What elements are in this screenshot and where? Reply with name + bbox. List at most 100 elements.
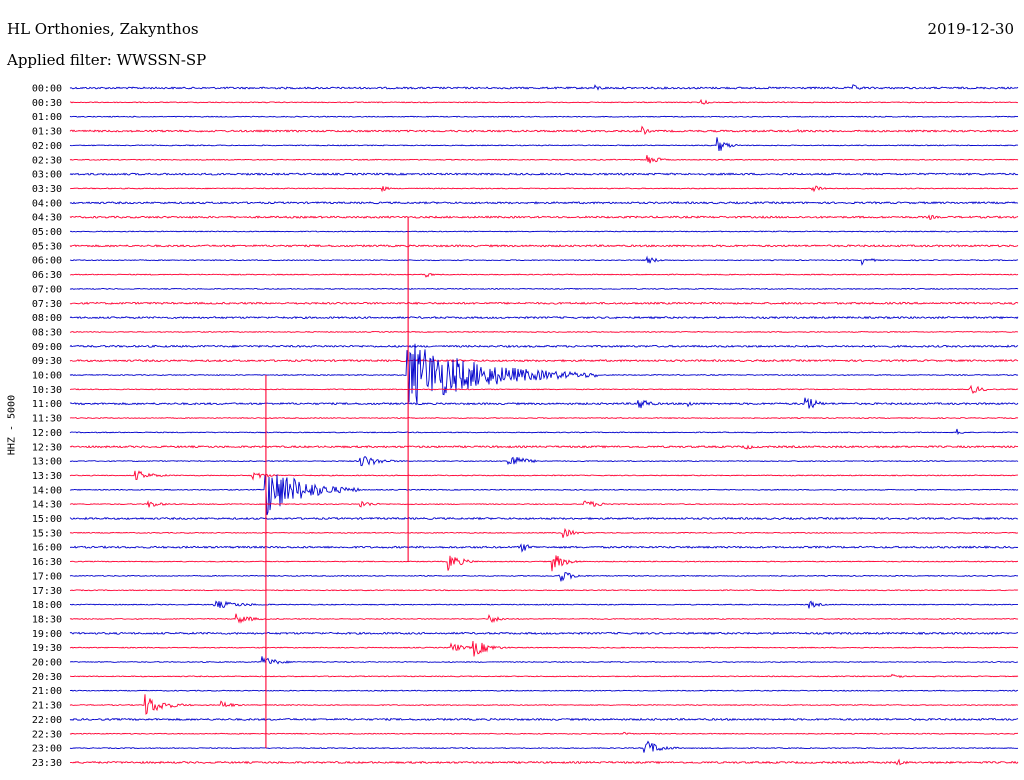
row-time-label: 06:00 (32, 256, 62, 267)
trace-line (69, 272, 1019, 278)
row-time-label: 21:30 (32, 701, 62, 712)
trace-line (69, 343, 1019, 405)
trace-line (69, 358, 1019, 363)
trace-line (69, 444, 1019, 450)
row-time-label: 15:30 (32, 528, 62, 539)
row-time-label: 23:00 (32, 744, 62, 755)
row-time-label: 13:30 (32, 471, 62, 482)
row-time-label: 15:00 (32, 514, 62, 525)
station-title: HL Orthonies, Zakynthos (7, 20, 199, 38)
row-time-label: 16:00 (32, 543, 62, 554)
trace-line (69, 572, 1019, 582)
row-time-label: 00:30 (32, 98, 62, 109)
trace-line (69, 613, 1019, 624)
trace-line (69, 384, 1019, 395)
row-time-label: 02:30 (32, 155, 62, 166)
row-time-label: 12:30 (32, 442, 62, 453)
row-time-label: 11:30 (32, 414, 62, 425)
trace-line (69, 201, 1019, 205)
row-time-label: 17:00 (32, 571, 62, 582)
trace-line (69, 474, 1019, 516)
row-time-label: 07:00 (32, 284, 62, 295)
row-time-label: 20:00 (32, 658, 62, 669)
row-time-label: 10:00 (32, 371, 62, 382)
trace-line (69, 344, 1019, 349)
row-time-label: 18:30 (32, 614, 62, 625)
row-time-label: 23:30 (32, 758, 62, 769)
trace-line (69, 287, 1019, 290)
trace-line (69, 499, 1019, 508)
trace-group (69, 84, 1019, 766)
row-time-label: 18:00 (32, 600, 62, 611)
tick-label-group: 00:00 00:30 01:00 01:30 02:00 02:30 03:00 03:30… (32, 84, 62, 769)
trace-line (69, 640, 1019, 657)
row-time-label: 17:30 (32, 586, 62, 597)
row-time-label: 12:00 (32, 428, 62, 439)
trace-line (69, 214, 1019, 220)
row-time-label: 19:30 (32, 643, 62, 654)
row-time-label: 22:30 (32, 729, 62, 740)
trace-line (69, 155, 1019, 164)
filter-label: Applied filter: WWSSN-SP (7, 51, 207, 69)
trace-line (69, 543, 1019, 553)
row-time-label: 21:00 (32, 686, 62, 697)
trace-line (69, 731, 1019, 735)
trace-line (69, 125, 1019, 135)
trace-line (69, 456, 1019, 467)
row-time-label: 01:00 (32, 112, 62, 123)
row-time-label: 08:30 (32, 327, 62, 338)
row-time-label: 19:00 (32, 629, 62, 640)
trace-line (69, 516, 1019, 521)
trace-line (69, 98, 1019, 105)
trace-line (69, 758, 1019, 766)
row-time-label: 02:00 (32, 141, 62, 152)
date-label: 2019-12-30 (927, 20, 1014, 38)
row-time-label: 13:00 (32, 457, 62, 468)
trace-line (69, 717, 1019, 722)
row-time-label: 14:00 (32, 485, 62, 496)
trace-line (69, 244, 1019, 248)
trace-line (69, 527, 1019, 538)
row-time-label: 11:00 (32, 399, 62, 410)
trace-line (69, 301, 1019, 305)
trace-line (69, 185, 1019, 193)
row-time-label: 00:00 (32, 84, 62, 95)
row-time-label: 16:30 (32, 557, 62, 568)
row-time-label: 01:30 (32, 127, 62, 138)
row-time-label: 03:30 (32, 184, 62, 195)
trace-line (69, 330, 1019, 333)
row-time-label: 22:00 (32, 715, 62, 726)
trace-line (69, 631, 1019, 635)
trace-line (69, 689, 1019, 692)
trace-line (69, 694, 1019, 715)
trace-line (69, 470, 1019, 481)
row-time-label: 08:00 (32, 313, 62, 324)
row-time-label: 05:00 (32, 227, 62, 238)
row-time-label: 05:30 (32, 241, 62, 252)
trace-line (69, 172, 1019, 176)
trace-line (69, 740, 1019, 753)
row-time-label: 20:30 (32, 672, 62, 683)
trace-line (69, 417, 1019, 420)
trace-line (69, 600, 1019, 609)
trace-line (69, 589, 1019, 592)
row-time-label: 04:00 (32, 198, 62, 209)
trace-line (69, 397, 1019, 409)
row-time-label: 10:30 (32, 385, 62, 396)
trace-line (69, 555, 1019, 572)
trace-line (69, 315, 1019, 320)
row-time-label: 09:00 (32, 342, 62, 353)
trace-line (69, 255, 1019, 266)
row-time-label: 04:30 (32, 213, 62, 224)
row-time-label: 07:30 (32, 299, 62, 310)
trace-line (69, 230, 1019, 233)
trace-line (69, 115, 1019, 118)
trace-line (69, 656, 1019, 665)
trace-line (69, 673, 1019, 679)
row-time-label: 14:30 (32, 500, 62, 511)
trace-line (69, 137, 1019, 151)
row-time-label: 09:30 (32, 356, 62, 367)
row-time-label: 06:30 (32, 270, 62, 281)
row-time-label: 03:00 (32, 170, 62, 181)
